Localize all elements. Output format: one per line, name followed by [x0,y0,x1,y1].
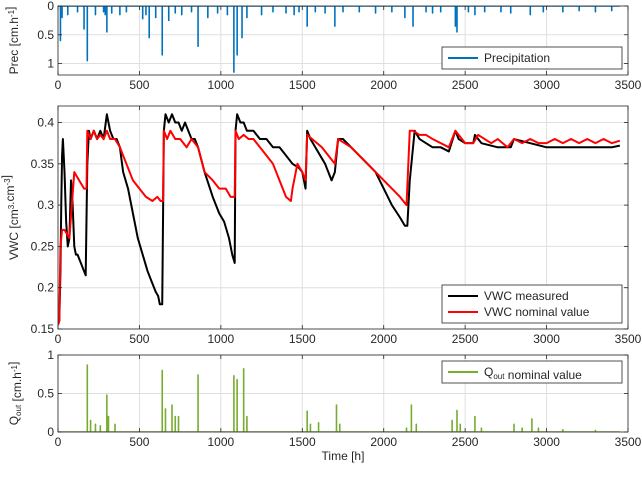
x-tick-label: 1500 [289,332,316,346]
label-part: VWC measured [484,289,569,303]
y-tick-label: 0.35 [31,157,55,171]
y-tick-label: 0.2 [37,281,54,295]
label-part: 3 [7,204,16,209]
legend-label: Qout nominal value [484,365,582,382]
label-part: VWC [cm [7,209,21,260]
chart-panel-2: 0 500 1000 1500 2000 2500 3000 3500 0 0.5 1 Qout [c… [6,348,642,463]
x-tick-label: 500 [129,78,149,92]
x-tick-label: 0 [55,332,62,346]
y-tick-label: 0.4 [37,116,54,130]
label-part: nominal value [504,368,582,382]
x-tick-label: 3000 [533,332,560,346]
x-tick-label: 2500 [452,435,479,449]
legend-box [441,46,623,70]
x-tick-label: 3500 [615,435,642,449]
series-group [58,113,621,326]
label-part: ] [6,362,20,365]
x-tick-label: 2500 [452,332,479,346]
y-tick-label: 1 [47,57,54,71]
y-tick-label: 0.15 [31,322,55,336]
x-tick-label: 2000 [370,78,397,92]
legend-label: VWC measured [484,289,569,303]
x-tick-label: 1500 [289,78,316,92]
x-tick-label: 3500 [615,332,642,346]
label-part: ] [3,7,17,10]
label-part: Q [7,416,21,425]
y-tick-label: 0.25 [31,239,55,253]
y-tick-label: 0 [47,425,54,439]
label-part: VWC nominal value [484,305,590,319]
legend-box [441,284,623,324]
x-axis-label: Time [h] [322,449,365,463]
chart-panel-0: 0 500 1000 1500 2000 2500 3000 3500 0 0.5 1 Prec [c… [3,0,642,92]
label-part: Q [484,365,493,379]
y-tick-label: 0.3 [37,198,54,212]
y-tick-label: 1 [47,348,54,362]
x-tick-label: 2000 [370,332,397,346]
x-tick-label: 2500 [452,78,479,92]
series-line-0 [58,6,620,73]
label-part: .cm [3,186,17,205]
label-part: -1 [7,9,16,17]
series-line-1 [58,129,621,326]
x-tick-label: 2000 [370,435,397,449]
x-tick-label: 3500 [615,78,642,92]
label-part: [cm.h [10,372,24,405]
legend: VWC measured VWC nominal value [441,284,623,324]
y-tick-label: 0 [47,0,54,13]
x-tick-label: 500 [129,332,149,346]
label-part: ] [0,175,13,178]
legend-box [441,360,623,384]
label-part: out [14,404,23,416]
x-tick-label: 1000 [208,78,235,92]
y-axis-label: VWC [cm3.cm-3] [0,175,21,260]
chart-panel-1: 0 500 1000 1500 2000 2500 3000 3500 0.15 0.2 0.25 0… [0,105,642,346]
legend-label: Precipitation [484,51,550,65]
label-part: -1 [10,365,19,373]
x-tick-label: 0 [55,78,62,92]
x-tick-label: 1000 [208,435,235,449]
label-part: out [493,372,505,381]
axes-box [57,105,629,330]
axes-box [57,5,629,76]
legend: Qout nominal value [441,360,623,384]
label-part: Precipitation [484,51,550,65]
x-tick-label: 3000 [533,78,560,92]
y-tick-label: 0.5 [37,28,54,42]
y-tick-label: 0.5 [37,387,54,401]
label-part: Prec [cm.h [7,17,21,74]
x-tick-label: 1000 [208,332,235,346]
x-tick-label: 500 [129,435,149,449]
y-axis-label: Prec [cm.h-1] [3,7,21,75]
x-tick-label: 1500 [289,435,316,449]
y-axis-label: Qout [cm.h-1] [6,362,24,426]
label-part: -3 [3,178,12,186]
x-tick-label: 3000 [533,435,560,449]
legend: Precipitation [441,46,623,70]
x-tick-label: 0 [55,435,62,449]
legend-label: VWC nominal value [484,305,590,319]
series-group [58,6,620,73]
